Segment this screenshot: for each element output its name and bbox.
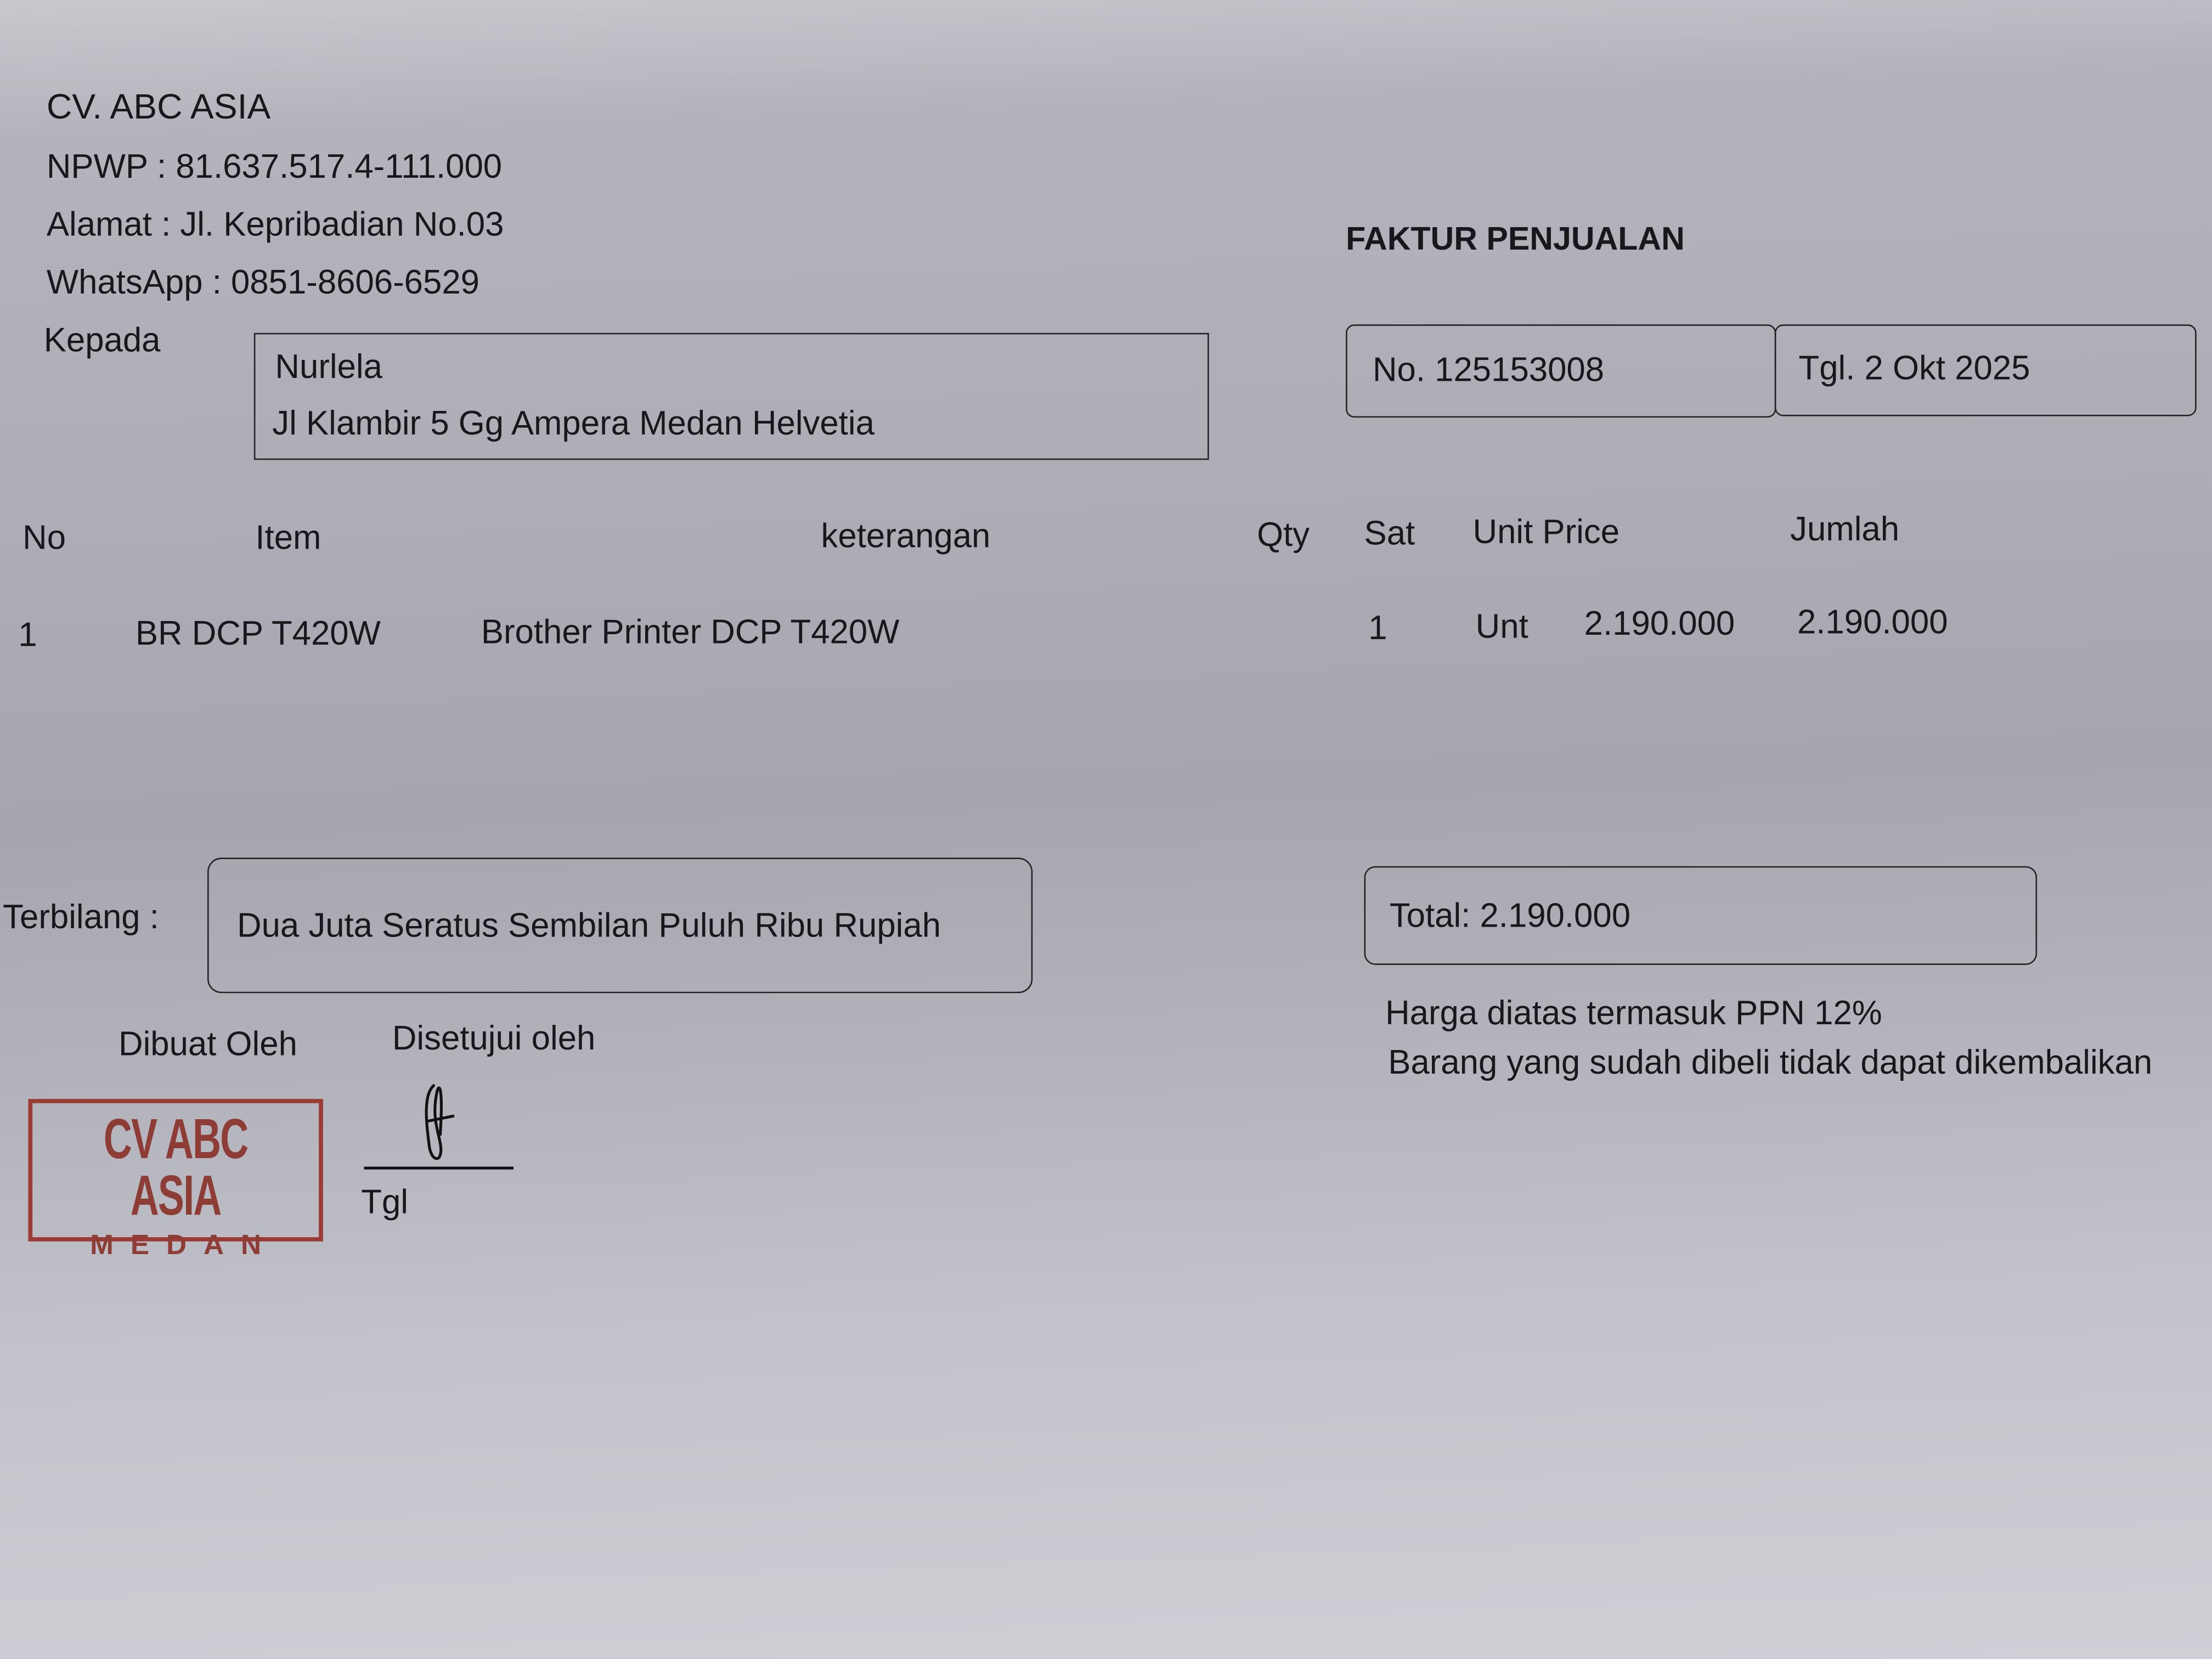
terbilang-label: Terbilang :: [3, 898, 159, 937]
invoice-date-box: Tgl. 2 Okt 2025: [1774, 324, 2197, 416]
row-unit-price: 2.190.000: [1584, 605, 1735, 644]
invoice-date: Tgl. 2 Okt 2025: [1798, 349, 2030, 388]
header-sat: Sat: [1364, 515, 1415, 553]
invoice-title: FAKTUR PENJUALAN: [1346, 220, 1685, 257]
row-jumlah: 2.190.000: [1797, 603, 1948, 642]
header-jumlah: Jumlah: [1790, 510, 1900, 549]
note-ppn: Harga diatas termasuk PPN 12%: [1385, 994, 1882, 1033]
terbilang-box: Dua Juta Seratus Sembilan Puluh Ribu Rup…: [207, 857, 1033, 994]
header-keterangan: keterangan: [821, 517, 991, 556]
seller-npwp: NPWP : 81.637.517.4-111.000: [46, 148, 503, 187]
company-stamp: CV ABC ASIA MEDAN: [28, 1099, 323, 1261]
row-item: BR DCP T420W: [135, 615, 381, 653]
header-qty: Qty: [1257, 516, 1310, 555]
made-by-label: Dibuat Oleh: [118, 1025, 297, 1064]
total-box: Total: 2.190.000: [1364, 866, 2038, 965]
header-no: No: [22, 519, 66, 557]
note-no-return: Barang yang sudah dibeli tidak dapat dik…: [1388, 1043, 2153, 1082]
stamp-line2: MEDAN: [90, 1230, 279, 1261]
seller-address: Alamat : Jl. Kepribadian No.03: [46, 206, 504, 244]
approved-by-label: Disetujui oleh: [392, 1020, 596, 1058]
recipient-address: Jl Klambir 5 Gg Ampera Medan Helvetia: [272, 404, 874, 443]
total-text: Total: 2.190.000: [1389, 897, 1631, 935]
recipient-box: Nurlela Jl Klambir 5 Gg Ampera Medan Hel…: [253, 332, 1209, 460]
row-keterangan: Brother Printer DCP T420W: [481, 613, 900, 652]
row-sat: Unt: [1475, 608, 1528, 646]
terbilang-text: Dua Juta Seratus Sembilan Puluh Ribu Rup…: [236, 907, 941, 945]
recipient-label: Kepada: [43, 321, 161, 360]
row-qty: 1: [1368, 609, 1387, 648]
invoice-number-box: No. 125153008: [1346, 324, 1776, 418]
row-no: 1: [18, 616, 37, 655]
seller-name: CV. ABC ASIA: [46, 87, 271, 127]
stamp-line1: CV ABC ASIA: [103, 1109, 249, 1228]
header-unit-price: Unit Price: [1472, 513, 1620, 552]
signature-line: [364, 1166, 514, 1170]
header-item: Item: [255, 519, 321, 557]
invoice-number: No. 125153008: [1372, 351, 1605, 390]
signature-date-label: Tgl: [361, 1183, 409, 1222]
seller-whatsapp: WhatsApp : 0851-8606-6529: [46, 263, 479, 302]
signature-mark: [425, 1084, 455, 1160]
recipient-name: Nurlela: [275, 348, 382, 387]
